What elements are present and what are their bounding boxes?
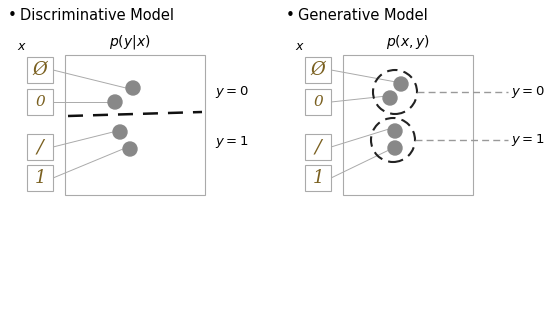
Bar (27, 165, 53, 191)
Bar (305, 89, 331, 115)
Bar (305, 134, 331, 160)
Circle shape (383, 91, 397, 105)
Text: $y = 1$: $y = 1$ (215, 134, 249, 150)
Circle shape (394, 77, 408, 91)
Bar (27, 134, 53, 160)
Text: $x$: $x$ (295, 41, 305, 54)
Circle shape (126, 81, 140, 95)
Circle shape (388, 141, 402, 155)
Text: Ø: Ø (33, 61, 48, 79)
Text: $p(y|x)$: $p(y|x)$ (109, 33, 151, 51)
Text: $y = 0$: $y = 0$ (511, 84, 545, 100)
Text: $x$: $x$ (17, 41, 27, 54)
Text: Generative Model: Generative Model (298, 8, 428, 23)
Bar (305, 57, 331, 83)
Text: 1: 1 (312, 169, 324, 187)
Bar (305, 165, 331, 191)
Text: /: / (37, 138, 43, 156)
Text: Discriminative Model: Discriminative Model (20, 8, 174, 23)
Text: 0: 0 (35, 95, 45, 109)
Text: $y = 0$: $y = 0$ (215, 84, 249, 100)
Circle shape (113, 125, 127, 139)
Text: /: / (315, 138, 321, 156)
Bar (343, 55, 473, 195)
Text: 0: 0 (313, 95, 323, 109)
Bar (65, 55, 205, 195)
Circle shape (123, 142, 137, 156)
Text: •: • (286, 8, 295, 23)
Text: 1: 1 (34, 169, 46, 187)
Text: Ø: Ø (311, 61, 325, 79)
Bar (27, 57, 53, 83)
Text: $p(x, y)$: $p(x, y)$ (386, 33, 430, 51)
Text: •: • (8, 8, 17, 23)
Text: $y = 1$: $y = 1$ (511, 132, 545, 148)
Circle shape (108, 95, 122, 109)
Circle shape (388, 124, 402, 138)
Bar (27, 89, 53, 115)
